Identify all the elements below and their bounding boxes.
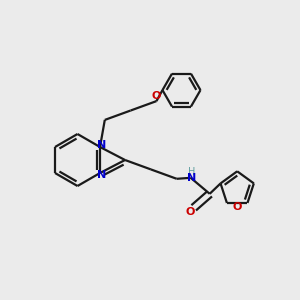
Text: O: O: [152, 91, 161, 101]
Text: N: N: [97, 140, 106, 149]
Text: N: N: [187, 173, 196, 183]
Text: O: O: [185, 207, 194, 217]
Text: H: H: [188, 167, 195, 177]
Text: N: N: [97, 170, 106, 181]
Text: O: O: [232, 202, 242, 212]
